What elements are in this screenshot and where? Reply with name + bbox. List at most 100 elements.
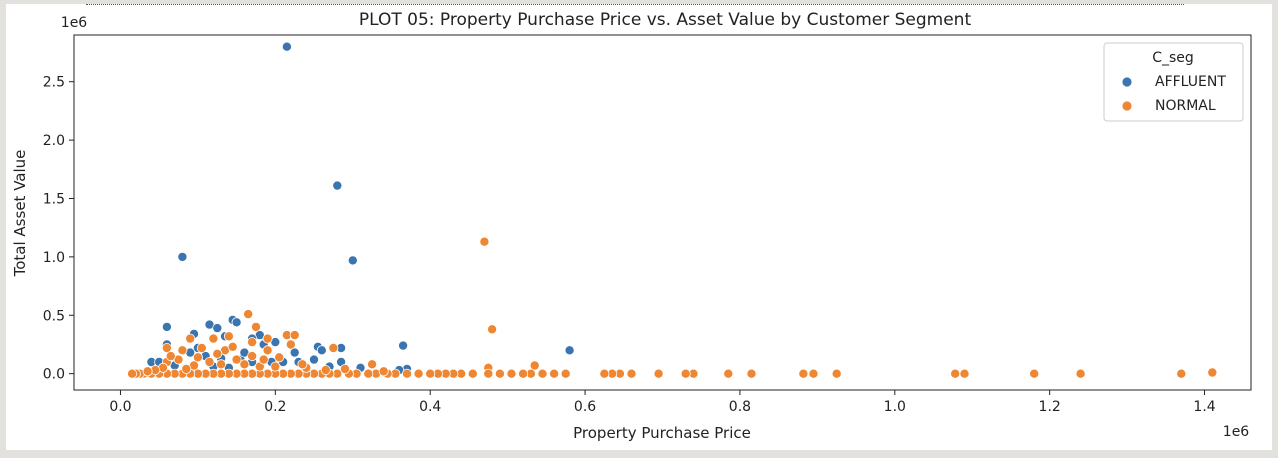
y-tick-label: 0.0	[43, 367, 65, 383]
chart-title: PLOT 05: Property Purchase Price vs. Ass…	[359, 10, 972, 30]
legend-marker-normal	[1121, 100, 1133, 112]
point-normal-3	[250, 321, 261, 332]
x-tick-label: 1.4	[1193, 399, 1215, 415]
point-normal-24	[1029, 368, 1040, 379]
point-normal-9	[328, 342, 339, 353]
point-normal-95	[231, 354, 242, 365]
x-tick-label: 1.0	[884, 399, 906, 415]
point-normal-52	[425, 368, 436, 379]
plot-area	[73, 34, 1252, 391]
point-normal-43	[518, 368, 529, 379]
x-axis: 0.0 0.2 0.4 0.6 0.8 1.0 1.2 1.4	[109, 390, 1216, 415]
point-normal-96	[239, 359, 250, 370]
point-normal-47	[467, 368, 478, 379]
point-normal-35	[626, 368, 637, 379]
point-normal-40	[549, 368, 560, 379]
point-normal-34	[653, 368, 664, 379]
point-normal-22	[1176, 368, 1187, 379]
point-normal-29	[798, 368, 809, 379]
point-normal-27	[831, 368, 842, 379]
point-normal-108	[339, 363, 350, 374]
point-normal-98	[270, 361, 281, 372]
point-normal-38	[599, 368, 610, 379]
point-normal-109	[378, 366, 389, 377]
x-tick-label: 0.2	[264, 399, 286, 415]
point-affluent-10	[231, 317, 242, 328]
legend-label-normal: NORMAL	[1155, 98, 1216, 114]
point-affluent-2	[347, 255, 358, 266]
point-normal-106	[297, 359, 308, 370]
point-normal-23	[1075, 368, 1086, 379]
point-normal-39	[560, 368, 571, 379]
legend-box	[1103, 42, 1244, 122]
point-affluent-8	[212, 323, 223, 334]
point-affluent-3	[177, 251, 188, 262]
point-normal-111	[142, 366, 153, 377]
x-tick-label: 0.4	[419, 399, 441, 415]
y-offset-text: 1e6	[61, 15, 88, 31]
point-normal-93	[204, 356, 215, 367]
point-normal-102	[181, 363, 192, 374]
point-normal-53	[413, 368, 424, 379]
point-affluent-34	[308, 354, 319, 365]
point-normal-1	[487, 324, 498, 335]
point-normal-5	[289, 330, 300, 341]
point-normal-12	[196, 342, 207, 353]
point-affluent-1	[332, 180, 343, 191]
x-tick-label: 0.8	[729, 399, 751, 415]
point-normal-0	[479, 236, 490, 247]
y-tick-label: 0.5	[43, 308, 65, 324]
legend-title: C_seg	[1152, 50, 1194, 66]
point-normal-89	[127, 368, 138, 379]
point-normal-25	[959, 368, 970, 379]
y-tick-label: 2.0	[43, 133, 65, 149]
point-affluent-43	[289, 347, 300, 358]
point-normal-92	[192, 352, 203, 363]
point-affluent-16	[316, 345, 327, 356]
point-normal-33	[680, 368, 691, 379]
y-tick-label: 2.5	[43, 75, 65, 91]
legend-marker-affluent	[1121, 76, 1133, 88]
point-normal-17	[285, 339, 296, 350]
y-tick-label: 1.0	[43, 250, 65, 266]
point-normal-10	[247, 337, 258, 348]
point-normal-16	[262, 345, 273, 356]
point-affluent-5	[398, 340, 409, 351]
point-normal-46	[483, 368, 494, 379]
point-normal-54	[401, 368, 412, 379]
point-normal-19	[529, 360, 540, 371]
points-layer	[127, 41, 1218, 379]
point-normal-2	[243, 309, 254, 320]
point-normal-6	[185, 333, 196, 344]
point-affluent-0	[281, 41, 292, 52]
point-normal-26	[950, 368, 961, 379]
point-normal-7	[208, 333, 219, 344]
point-normal-94	[216, 359, 227, 370]
point-normal-28	[808, 368, 819, 379]
x-offset-text: 1e6	[1223, 424, 1250, 440]
point-normal-105	[274, 352, 285, 363]
point-normal-30	[746, 368, 757, 379]
x-tick-label: 0.0	[109, 399, 131, 415]
point-normal-45	[494, 368, 505, 379]
x-tick-label: 1.2	[1039, 399, 1061, 415]
x-axis-label: Property Purchase Price	[573, 424, 751, 442]
point-normal-13	[161, 342, 172, 353]
point-normal-58	[363, 368, 374, 379]
point-normal-44	[506, 368, 517, 379]
x-tick-label: 0.6	[574, 399, 596, 415]
point-normal-114	[258, 354, 269, 365]
point-normal-103	[212, 348, 223, 359]
point-normal-113	[227, 341, 238, 352]
y-axis-label: Total Asset Value	[11, 150, 29, 278]
legend-label-affluent: AFFLUENT	[1155, 74, 1226, 90]
point-normal-104	[247, 351, 258, 362]
point-normal-11	[262, 333, 273, 344]
point-normal-107	[320, 365, 331, 376]
legend: C_seg AFFLUENT NORMAL	[1103, 42, 1244, 122]
top-dotted-rule	[86, 4, 1184, 5]
point-normal-8	[223, 331, 234, 342]
point-normal-41	[537, 368, 548, 379]
point-normal-31	[723, 368, 734, 379]
